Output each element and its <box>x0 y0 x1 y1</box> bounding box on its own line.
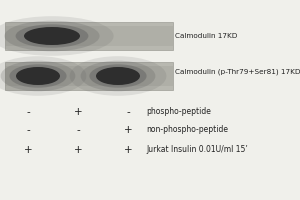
Text: -: - <box>26 125 30 135</box>
Text: Calmodulin (p-Thr79+Ser81) 17KD: Calmodulin (p-Thr79+Ser81) 17KD <box>175 69 300 75</box>
Text: -: - <box>76 125 80 135</box>
Text: +: + <box>124 125 132 135</box>
Text: +: + <box>24 145 32 155</box>
Bar <box>5 22 173 50</box>
Ellipse shape <box>9 64 67 88</box>
Ellipse shape <box>89 64 147 88</box>
Ellipse shape <box>0 16 114 56</box>
Text: +: + <box>74 145 82 155</box>
Text: -: - <box>126 107 130 117</box>
Ellipse shape <box>1 61 75 91</box>
Ellipse shape <box>70 56 167 96</box>
Text: Jurkat Insulin 0.01U/ml 15’: Jurkat Insulin 0.01U/ml 15’ <box>146 146 248 154</box>
Text: -: - <box>26 107 30 117</box>
Bar <box>5 66 173 86</box>
Text: Calmodulin 17KD: Calmodulin 17KD <box>175 33 237 39</box>
Text: +: + <box>124 145 132 155</box>
Ellipse shape <box>16 67 60 85</box>
Text: +: + <box>74 107 82 117</box>
Ellipse shape <box>0 56 86 96</box>
Ellipse shape <box>24 27 80 45</box>
Text: non-phospho-peptide: non-phospho-peptide <box>146 126 228 134</box>
Text: phospho-peptide: phospho-peptide <box>146 108 211 116</box>
Ellipse shape <box>96 67 140 85</box>
Bar <box>5 62 173 90</box>
Ellipse shape <box>16 24 88 48</box>
Ellipse shape <box>81 61 155 91</box>
Ellipse shape <box>4 21 100 51</box>
Bar <box>5 26 173 46</box>
